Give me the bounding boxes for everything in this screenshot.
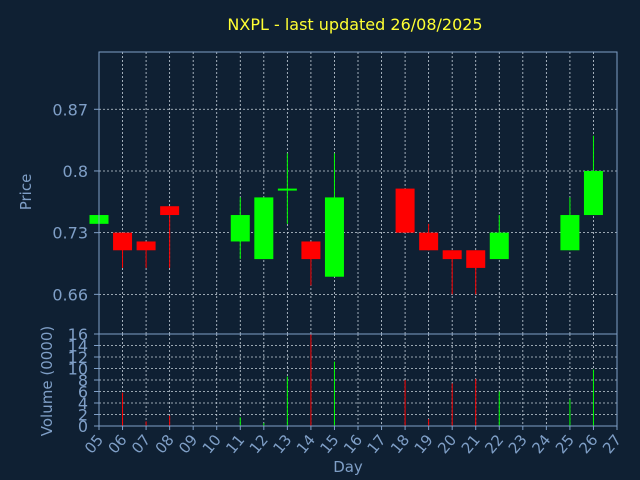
day-tick-label: 25 [552,431,578,457]
candle-body [230,215,250,242]
day-tick-label: 20 [434,431,460,457]
candle-body [583,170,603,216]
volume-tick-label: 6 [78,383,88,402]
volume-panel: 0246810121416050607080910111213141516171… [68,325,625,457]
price-panel: 0.66 0.73 0.8 0.87 [52,51,618,335]
day-tick-label: 19 [411,431,437,457]
day-tick-label: 21 [458,431,484,457]
day-tick-label: 22 [481,431,507,457]
day-tick-label: 13 [269,431,295,457]
price-tick-label: 0.8 [63,162,88,181]
day-tick-label: 07 [128,431,154,457]
day-tick-label: 11 [222,431,248,457]
price-tick-label: 0.73 [52,224,88,243]
volume-tick-label: 12 [68,348,88,367]
volume-frame [98,333,618,427]
volume-tick-label: 2 [78,406,88,425]
volume-axis-label: Volume (0000) [38,326,56,436]
candle-body [136,241,156,251]
volume-tick-label: 0 [78,417,88,436]
candle-body [442,250,462,260]
volume-tick-label: 8 [78,371,88,390]
candle-body [489,232,509,260]
day-tick-label: 18 [387,431,413,457]
candle-body [466,250,486,268]
candle-body [419,232,439,251]
day-tick-label: 26 [575,431,601,457]
price-tick-label: 0.66 [52,285,88,304]
day-tick-label: 10 [199,431,225,457]
candle-body [277,188,297,191]
day-tick-label: 14 [293,431,319,457]
price-tick-label: 0.87 [52,100,88,119]
day-axis-label: Day [333,458,363,476]
price-axis-label: Price [17,174,35,211]
candle-body [254,197,274,260]
volume-tick-label: 4 [78,394,88,413]
chart-title: NXPL - last updated 26/08/2025 [227,15,482,34]
day-tick-label: 23 [505,431,531,457]
candle-body [301,241,321,260]
candle-body [160,206,180,216]
volume-tick-label: 14 [68,337,88,356]
day-tick-label: 24 [528,431,554,457]
day-tick-label: 15 [316,431,342,457]
day-tick-label: 09 [175,431,201,457]
day-tick-label: 17 [364,431,390,457]
candle-body [395,188,415,233]
candle-body [113,232,133,251]
volume-tick-label: 10 [68,360,88,379]
candle-body [324,197,344,277]
volume-tick-label: 16 [68,325,88,344]
day-tick-label: 06 [105,431,131,457]
day-tick-label: 08 [152,431,178,457]
day-tick-label: 12 [246,431,272,457]
day-tick-label: 27 [599,431,625,457]
day-tick-label: 16 [340,431,366,457]
candle-body [560,215,580,251]
